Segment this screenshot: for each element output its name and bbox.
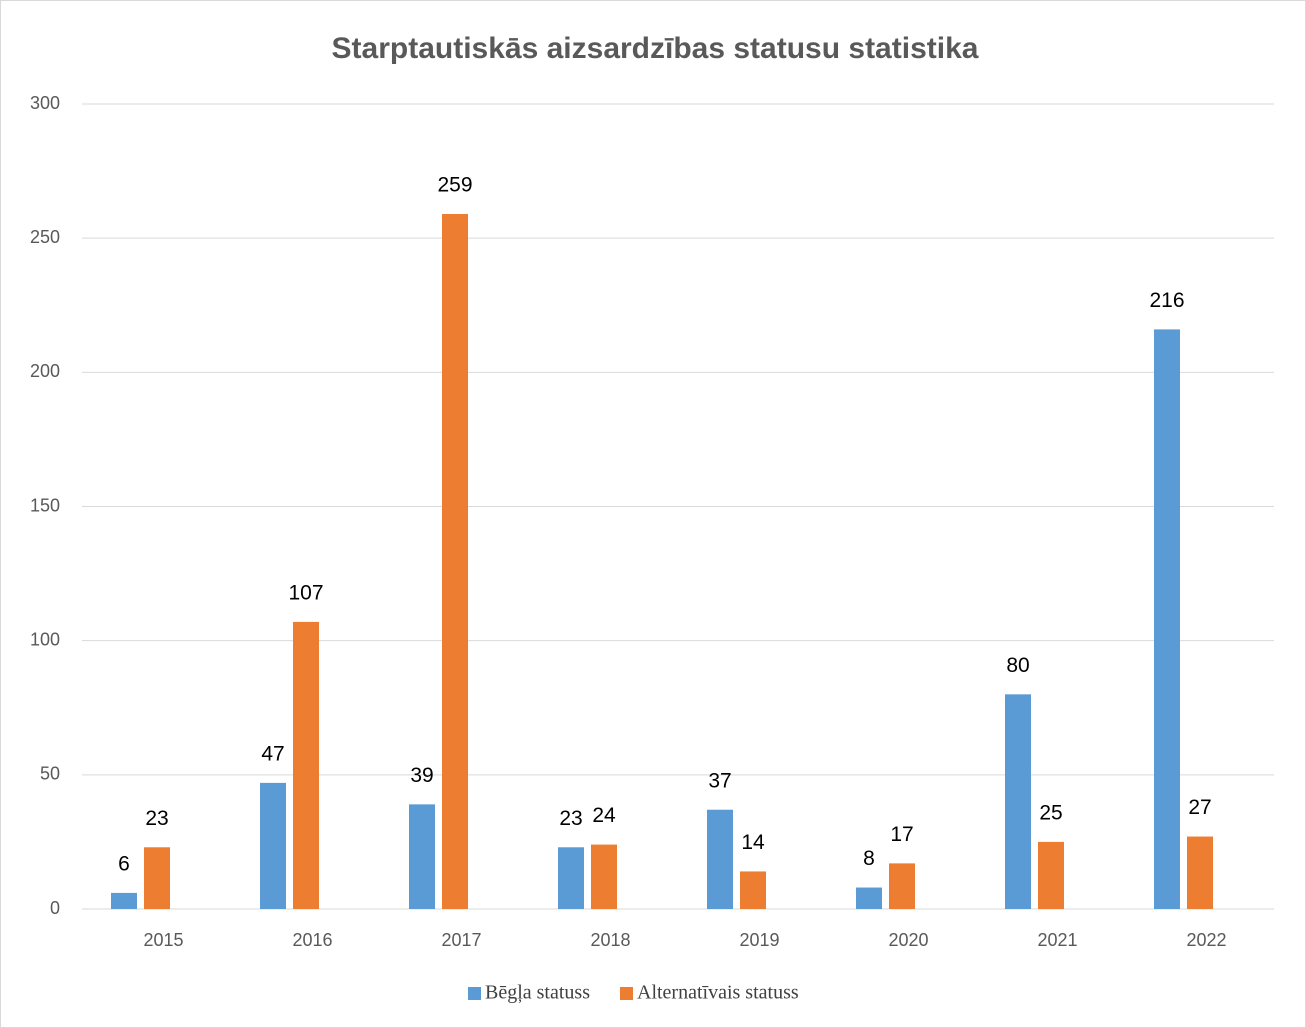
bar: [1038, 841, 1064, 909]
data-label: 27: [1188, 796, 1211, 819]
bar: [442, 214, 468, 909]
bar: [889, 863, 915, 909]
bar: [1187, 836, 1213, 909]
bar: [740, 871, 766, 909]
data-label: 8: [863, 847, 875, 870]
data-label: 6: [118, 852, 130, 875]
bar: [707, 809, 733, 909]
y-tick-label: 250: [30, 227, 60, 247]
legend-swatch: [468, 987, 481, 1000]
y-tick-label: 0: [50, 898, 60, 918]
data-label: 47: [261, 742, 284, 765]
bar: [1005, 694, 1031, 909]
data-label: 23: [559, 807, 582, 830]
bar: [144, 847, 170, 909]
x-tick-label: 2020: [888, 930, 928, 950]
bar: [591, 844, 617, 909]
x-tick-label: 2016: [292, 930, 332, 950]
data-label: 39: [410, 764, 433, 787]
data-label: 37: [708, 769, 731, 792]
y-tick-label: 300: [30, 93, 60, 113]
x-tick-label: 2021: [1037, 930, 1077, 950]
y-tick-label: 150: [30, 495, 60, 515]
data-label: 24: [592, 804, 616, 827]
x-tick-label: 2015: [143, 930, 183, 950]
y-tick-label: 100: [30, 629, 60, 649]
data-label: 259: [437, 174, 472, 197]
bar: [260, 782, 286, 909]
chart-title: Starptautiskās aizsardzības statusu stat…: [332, 32, 979, 65]
bar: [409, 804, 435, 909]
legend-label: Alternatīvais statuss: [637, 982, 799, 1004]
data-label: 17: [890, 823, 913, 846]
bar: [111, 892, 137, 909]
x-tick-label: 2022: [1186, 930, 1226, 950]
x-tick-label: 2018: [590, 930, 630, 950]
data-label: 25: [1039, 801, 1062, 824]
bar: [293, 621, 319, 909]
data-label: 80: [1006, 654, 1029, 677]
y-tick-label: 200: [30, 361, 60, 381]
bar: [558, 847, 584, 909]
x-tick-label: 2017: [441, 930, 481, 950]
data-label: 23: [145, 807, 168, 830]
bar: [1154, 329, 1180, 909]
data-label: 14: [741, 831, 765, 854]
x-tick-label: 2019: [739, 930, 779, 950]
legend-swatch: [620, 987, 633, 1000]
legend-label: Bēgļa statuss: [485, 982, 590, 1004]
y-tick-label: 50: [40, 764, 60, 784]
bar: [856, 887, 882, 909]
data-label: 216: [1149, 289, 1184, 312]
data-label: 107: [288, 581, 323, 604]
